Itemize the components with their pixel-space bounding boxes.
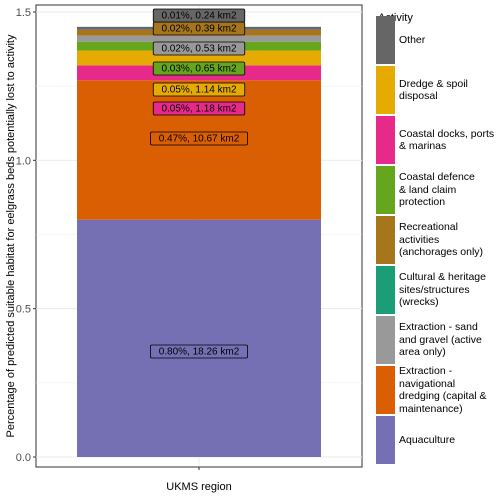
data-label: 0.05%, 1.18 km2 xyxy=(152,101,246,116)
legend-label: Extraction - sand and gravel (active are… xyxy=(399,321,482,359)
legend-label: Other xyxy=(399,33,426,46)
data-label: 0.80%, 18.26 km2 xyxy=(149,344,248,359)
legend: Activity Other Dredge & spoil disposal Coa… xyxy=(376,12,500,464)
legend-key xyxy=(376,266,395,314)
legend-key xyxy=(376,166,395,214)
legend-label: Extraction - navigational dredging (capi… xyxy=(399,365,487,415)
data-label-box xyxy=(149,131,248,146)
bar-segment xyxy=(77,219,321,457)
data-label: 0.01%, 0.24 km2 xyxy=(152,8,246,23)
y-tick-label: 0.5 xyxy=(16,304,31,316)
data-label-text: 0.02%, 0.39 km2 xyxy=(161,24,236,35)
legend-key xyxy=(376,16,395,64)
data-label: 0.47%, 10.67 km2 xyxy=(149,131,248,146)
bar-segment xyxy=(77,50,321,66)
data-label-box xyxy=(149,344,248,359)
legend-label: Aquaculture xyxy=(399,433,456,446)
data-label-text: 0.01%, 0.24 km2 xyxy=(161,11,236,22)
legend-label: Coastal defence & land claim protection xyxy=(399,171,475,209)
x-tick-label: UKMS region xyxy=(166,481,231,493)
legend-key xyxy=(376,216,395,264)
legend-key xyxy=(376,416,395,464)
data-label: 0.02%, 0.53 km2 xyxy=(152,41,246,56)
y-axis-label: Percentage of predicted suitable habitat… xyxy=(5,34,17,437)
data-label-box xyxy=(152,101,246,116)
legend-label: Cultural & heritage sites/structures (wr… xyxy=(399,271,486,309)
data-label-box xyxy=(152,61,246,76)
data-label-text: 0.05%, 1.18 km2 xyxy=(161,104,236,115)
y-tick-label: 1.0 xyxy=(16,155,31,167)
data-label-box xyxy=(152,82,246,97)
data-label-box xyxy=(152,41,246,56)
legend-key xyxy=(376,366,395,414)
data-label: 0.03%, 0.65 km2 xyxy=(152,61,246,76)
legend-label: Dredge & spoil disposal xyxy=(399,77,468,103)
bar-segment xyxy=(77,80,321,220)
data-label-box xyxy=(152,8,246,23)
data-label-text: 0.05%, 1.14 km2 xyxy=(161,85,236,96)
data-label-text: 0.47%, 10.67 km2 xyxy=(159,134,240,145)
y-axis-ticks: 0.0 0.5 1.0 1.5 xyxy=(16,7,200,470)
legend-key xyxy=(376,66,395,114)
data-label: 0.02%, 0.39 km2 xyxy=(152,21,246,36)
data-labels: 0.80%, 18.26 km2 0.47%, 10.67 km2 0.05%, 1… xyxy=(149,8,248,359)
data-label-text: 0.03%, 0.65 km2 xyxy=(161,64,236,75)
legend-label: Recreational activities (anchorages only… xyxy=(399,221,484,259)
legend-key xyxy=(376,116,395,164)
y-tick-label: 0.0 xyxy=(16,452,31,464)
bar-segment xyxy=(77,35,321,42)
data-label-text: 0.80%, 18.26 km2 xyxy=(159,347,240,358)
legend-key xyxy=(376,316,395,364)
data-label: 0.05%, 1.14 km2 xyxy=(152,82,246,97)
data-label-text: 0.02%, 0.53 km2 xyxy=(161,44,236,55)
y-tick-label: 1.5 xyxy=(16,7,31,19)
legend-label: Coastal docks, ports & marinas xyxy=(399,127,495,153)
